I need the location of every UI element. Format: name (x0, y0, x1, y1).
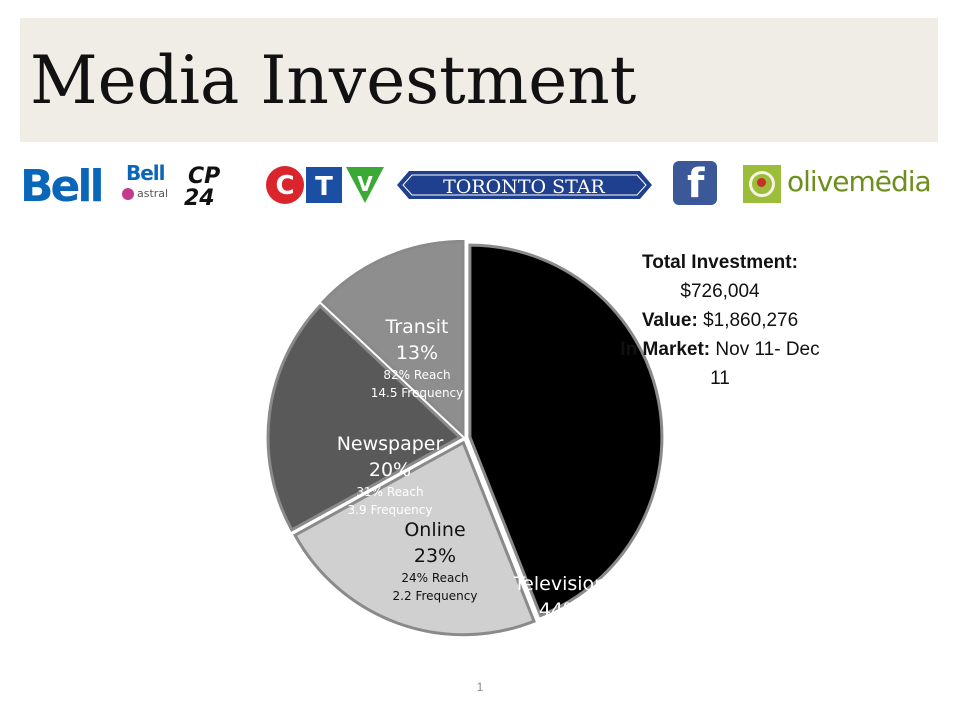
ctv-logo: C T V (266, 166, 384, 204)
bell-astral-logo-top: Bell (126, 161, 166, 185)
pie-slice-transit (320, 240, 465, 437)
bell-astral-logo: Bell astral (122, 161, 176, 211)
value-line: Value: $1,860,276 (641, 310, 799, 331)
pie-label-online: Online 23% 24% Reach 2.2 Frequency (393, 519, 478, 603)
pie-slice-newspaper (266, 303, 463, 532)
slice-percent-newspaper: 20% (369, 459, 411, 481)
pie-slice-television (468, 243, 664, 618)
pie-slice-online (293, 440, 536, 637)
slice-reach-television: 62% Reach (526, 625, 593, 639)
slice-percent-transit: 13% (396, 342, 438, 364)
facebook-logo: f (673, 161, 717, 207)
slice-name-television: Television (513, 573, 606, 595)
slice-name-transit: Transit (385, 316, 449, 338)
ctv-logo-t: T (315, 172, 333, 202)
toronto-star-text: TORONTO STAR (443, 176, 605, 198)
toronto-star-logo: TORONTO STAR (397, 171, 652, 199)
pie-label-newspaper: Newspaper 20% 31% Reach 3.9 Frequency (337, 433, 444, 517)
slice-name-online: Online (404, 519, 465, 541)
ctv-logo-v: V (357, 172, 373, 196)
total-investment-line: Total Investment: $726,004 (642, 252, 798, 302)
slice-reach-transit: 82% Reach (383, 368, 450, 382)
logo-strip: Bell Bell astral CP 24 C T V TORONTO STA… (0, 155, 960, 215)
in-market-line: In Market: Nov 11- Dec 11 (620, 339, 820, 389)
slice-frequency-online: 2.2 Frequency (393, 589, 478, 603)
slice-reach-online: 24% Reach (401, 571, 468, 585)
slice-frequency-newspaper: 3.9 Frequency (348, 503, 433, 517)
pie-label-transit: Transit 13% 82% Reach 14.5 Frequency (371, 316, 464, 400)
slice-name-newspaper: Newspaper (337, 433, 444, 455)
facebook-logo-letter: f (687, 161, 705, 207)
cp24-logo-bottom: 24 (184, 186, 215, 207)
cp24-logo: CP 24 (184, 164, 220, 207)
bell-astral-logo-bottom: astral (122, 187, 168, 200)
slice-percent-television: 44% (539, 599, 581, 621)
title-band: Media Investment (20, 18, 938, 142)
page-number: 1 (476, 680, 484, 694)
bell-logo: Bell (20, 161, 105, 212)
cp24-logo-top: CP (188, 164, 220, 189)
ctv-logo-c: C (275, 171, 294, 201)
investment-stats: Total Investment: $726,004 Value: $1,860… (612, 248, 828, 393)
olive-media-logo: olivemēdia (743, 165, 943, 205)
slide-title: Media Investment (30, 42, 637, 119)
slice-reach-newspaper: 31% Reach (356, 485, 423, 499)
slice-frequency-transit: 14.5 Frequency (371, 386, 464, 400)
olive-media-text: olivemēdia (787, 165, 932, 198)
slice-percent-online: 23% (414, 545, 456, 567)
